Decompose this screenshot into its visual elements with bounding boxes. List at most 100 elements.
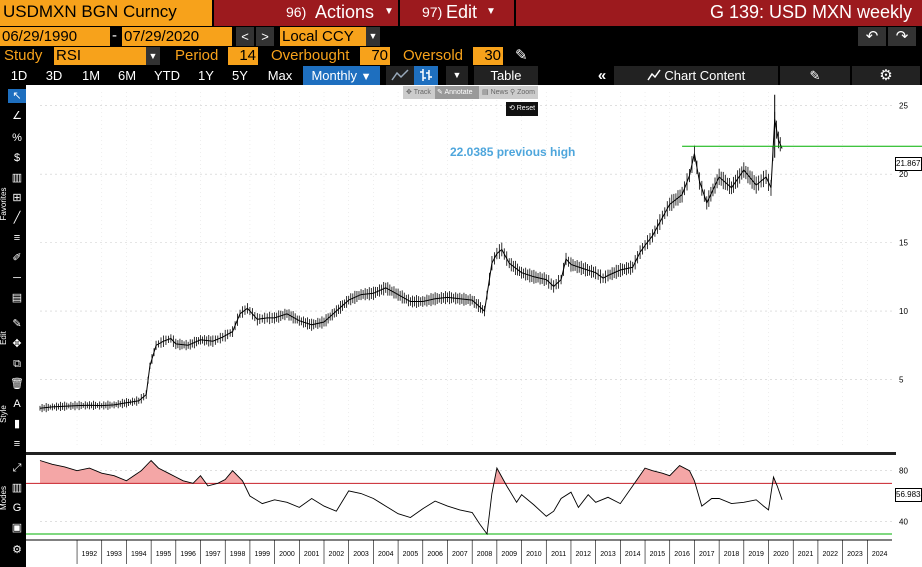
x-tick-label: 2015 [650,551,666,558]
line-style-icon[interactable]: ≡ [13,438,21,450]
x-tick-label: 2007 [452,551,468,558]
x-tick-label: 2002 [329,551,345,558]
currency-dropdown[interactable]: ▼ [366,27,380,46]
trash-icon[interactable]: 🗑 [10,378,24,390]
rsi-overbought-fill [40,460,783,484]
x-tick-label: 2011 [551,551,566,558]
period-input[interactable]: 14 [228,47,258,65]
range-5y[interactable]: 5Y [232,68,248,83]
range-1m[interactable]: 1M [81,68,101,83]
currency-field[interactable]: Local CCY [280,27,366,46]
undo-arrow-icon: ↶ [865,28,879,45]
line-tool-icon[interactable]: ∠ [12,110,22,122]
x-tick-label: 2005 [403,551,419,558]
rsi-last-value-label: 56.9838 [895,488,922,502]
chart-type-dropdown[interactable]: ▼ [446,66,468,85]
popup-annotate[interactable]: ✎ Annotate [435,86,479,99]
range-6m[interactable]: 6M [117,68,137,83]
edit-chart-button[interactable]: ✎ [780,66,850,85]
popup-news[interactable]: ▤ News [482,89,509,96]
oversold-input[interactable]: 30 [473,47,503,65]
clone-tool-icon[interactable]: ⧉ [13,358,21,370]
price-tick-label: 15 [899,239,908,248]
chart-tool-icon[interactable]: ⊞ [12,192,22,204]
prev-period-button[interactable]: < [236,27,254,46]
rsi-tick-label: 80 [899,467,908,476]
x-tick-label: 2000 [279,551,295,558]
x-tick-label: 2001 [304,551,320,558]
line-chart-button[interactable] [386,66,414,87]
pen-tool-icon[interactable]: ✎ [12,318,22,330]
x-tick-label: 2009 [501,551,517,558]
study-dropdown[interactable]: ▼ [146,47,160,65]
chart-content-button[interactable]: Chart Content [614,66,778,85]
popup-reset-button[interactable]: ⟲ Reset [506,102,538,116]
range-ytd[interactable]: YTD [154,68,180,83]
actions-button[interactable]: 96) Actions ▼ [214,0,398,26]
percent-tool-icon[interactable]: % [12,132,22,144]
g-mode-icon[interactable]: G [12,502,22,514]
gear-icon[interactable]: ⚙ [12,544,22,556]
range-3d[interactable]: 3D [45,68,63,83]
study-select[interactable]: RSI [54,47,146,65]
price-tick-label: 20 [899,170,908,179]
end-date-field[interactable]: 07/29/2020 [122,27,232,46]
move-tool-icon[interactable]: ✥ [12,338,22,350]
hline-tool-icon[interactable]: ─ [13,272,21,284]
mode-tool-icon[interactable]: ⤢ [12,462,22,474]
chart-mode-icon[interactable]: ▥ [11,482,23,494]
collapse-double-chevron-icon[interactable]: « [597,67,607,84]
overbought-input[interactable]: 70 [360,47,390,65]
next-period-button[interactable]: > [256,27,274,46]
gear-icon: ⚙ [879,67,893,84]
rsi-gridlines [40,470,892,522]
x-tick-label: 1998 [230,551,246,558]
popup-zoom[interactable]: ⚲ Zoom [510,89,535,96]
undo-button[interactable]: ↶ [858,27,886,46]
price-tick-label: 5 [899,376,904,385]
edit-button[interactable]: 97) Edit ▼ [400,0,514,26]
x-tick-label: 2012 [576,551,592,558]
font-tool-icon[interactable]: A [13,398,21,410]
range-max[interactable]: Max [267,68,293,83]
x-tick-label: 2020 [773,551,789,558]
x-tick-label: 1992 [82,551,98,558]
table-button[interactable]: Table [474,66,538,85]
channel-tool-icon[interactable]: ▤ [11,292,23,304]
brush-tool-icon[interactable]: ✐ [12,252,22,264]
fib-tool-icon[interactable]: ≡ [13,232,21,244]
security-field[interactable]: USDMXN BGN Curncy [0,0,212,26]
redo-button[interactable]: ↷ [888,27,916,46]
x-axis: 1992 1993 1994 1995 1996 1997 1998 1999 2000 2001… [26,539,892,564]
x-tick-label: 2004 [378,551,394,558]
overbought-label: Overbought [271,47,350,64]
range-1d[interactable]: 1D [10,68,28,83]
start-date-field[interactable]: 06/29/1990 [0,27,110,46]
cursor-arrow-icon[interactable]: ↖ [8,89,26,103]
popup-reset-label: Reset [516,105,536,112]
range-1y[interactable]: 1Y [198,68,214,83]
bar-tool-icon[interactable]: ▥ [11,172,23,184]
actions-number: 96) [286,4,307,20]
edit-label: Edit [446,2,478,22]
x-tick-label: 2016 [674,551,690,558]
frequency-select[interactable]: Monthly ▼ [303,66,380,87]
popup-track[interactable]: ✥ Track [406,89,431,96]
left-toolbar: ↖ ∠ % $ ▥ ⊞ ╱ ≡ ✐ ─ ▤ ✎ ✥ ⧉ 🗑 A ▮ ≡ ⤢ ▥ … [0,85,26,567]
redo-arrow-icon: ↷ [895,28,909,45]
popup-track-label: Track [413,89,431,96]
fill-tool-icon[interactable]: ▮ [13,418,21,430]
chart-popup-toolbar: ✥ Track ✎ Annotate ▤ News ⚲ Zoom ⟲ Reset [403,86,538,116]
pencil-icon[interactable]: ✎ [515,47,528,64]
chevron-down-icon: ▼ [360,71,372,83]
previous-high-annotation[interactable]: 22.0385 previous high [450,145,576,159]
price-tick-label: 25 [899,102,908,111]
info-mode-icon[interactable]: ▣ [11,522,23,534]
settings-button[interactable]: ⚙ [852,66,920,85]
rsi-line [39,459,783,536]
bar-chart-button[interactable] [414,66,438,87]
dollar-tool-icon[interactable]: $ [13,152,21,164]
trend-tool-icon[interactable]: ╱ [13,212,21,224]
x-tick-label: 2014 [625,551,641,558]
